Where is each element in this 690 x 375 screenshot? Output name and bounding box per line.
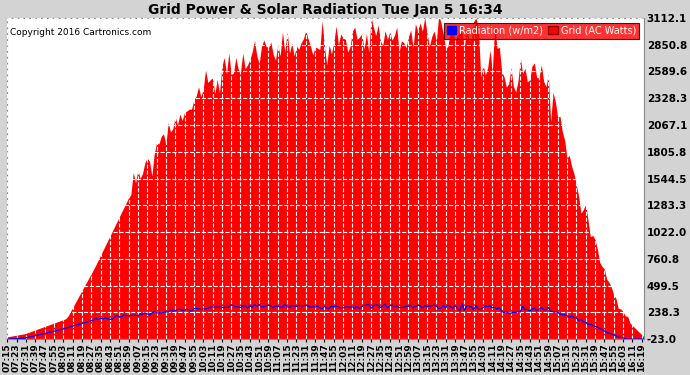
Legend: Radiation (w/m2), Grid (AC Watts): Radiation (w/m2), Grid (AC Watts) bbox=[444, 23, 639, 39]
Text: Copyright 2016 Cartronics.com: Copyright 2016 Cartronics.com bbox=[10, 28, 152, 37]
Title: Grid Power & Solar Radiation Tue Jan 5 16:34: Grid Power & Solar Radiation Tue Jan 5 1… bbox=[148, 3, 503, 17]
